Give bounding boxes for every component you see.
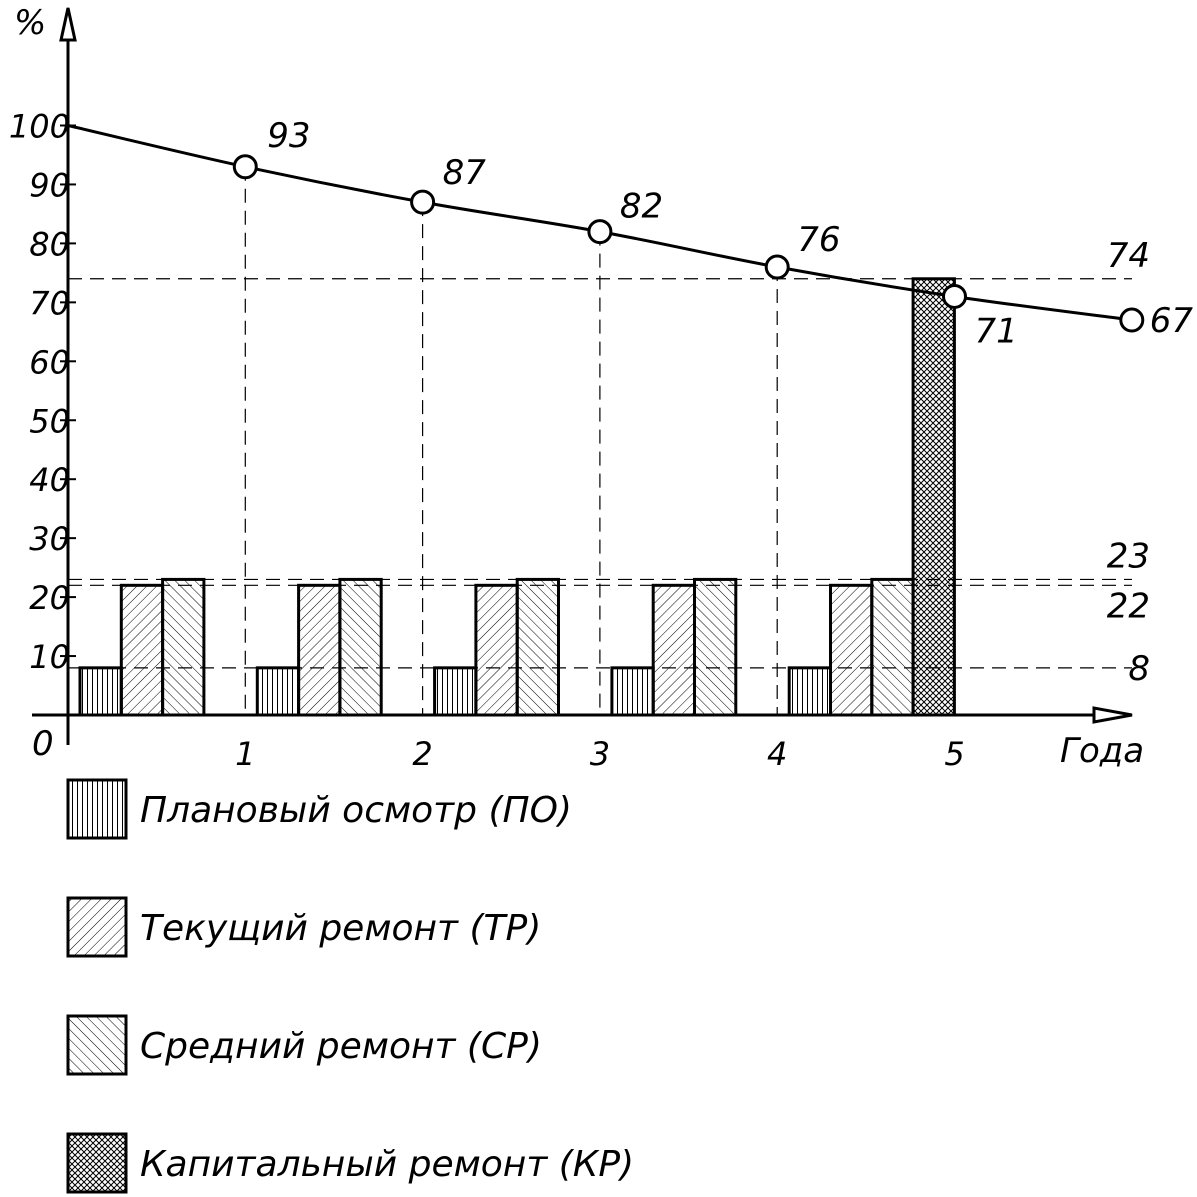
legend-label-СР: Средний ремонт (СР) xyxy=(140,1026,542,1067)
x-tick-label: 3 xyxy=(590,735,610,773)
bar-ТР xyxy=(651,583,697,717)
reference-line-label: 22 xyxy=(1107,586,1150,626)
line-point xyxy=(764,254,790,280)
bar-ТР xyxy=(119,583,165,717)
axes xyxy=(32,7,1133,745)
y-tick-label: 90 xyxy=(29,166,70,204)
bar-ПО xyxy=(787,666,833,717)
legend-label-ТР: Текущий ремонт (ТР) xyxy=(140,908,541,949)
x-tick-label: 5 xyxy=(944,735,964,773)
line-series xyxy=(67,124,1145,333)
y-tick-label: 50 xyxy=(29,402,70,440)
y-tick-label: 30 xyxy=(29,520,70,558)
y-tick-label: 10 xyxy=(29,638,70,676)
bars xyxy=(78,277,956,717)
bar-СР xyxy=(870,577,915,717)
bar-ПО xyxy=(610,666,655,717)
reference-lines xyxy=(68,166,1132,715)
legend-swatch-СР xyxy=(66,1014,128,1076)
line-point xyxy=(587,219,613,245)
point-label: 71 xyxy=(975,311,1018,351)
line-point xyxy=(942,283,967,309)
legend-swatch-ПО xyxy=(66,778,128,840)
legend-label-КР: Капитальный ремонт (КР) xyxy=(140,1144,634,1185)
y-tick-label: 40 xyxy=(29,461,70,499)
point-label: 93 xyxy=(267,116,310,156)
y-tick-label: 100 xyxy=(9,108,70,146)
line-point xyxy=(1119,307,1145,333)
bar-ТР xyxy=(297,583,342,717)
bar-ПО xyxy=(78,666,123,717)
x-tick-label: 2 xyxy=(412,735,432,773)
legend-label-ПО: Плановый осмотр (ПО) xyxy=(140,790,572,831)
bar-КР xyxy=(911,277,956,717)
origin-label: 0 xyxy=(32,724,54,764)
y-tick-label: 20 xyxy=(29,579,70,617)
bar-СР xyxy=(693,577,738,717)
bar-СР xyxy=(515,577,561,717)
bar-СР xyxy=(338,577,383,717)
y-axis-title: % xyxy=(14,3,46,43)
legend-swatch-ТР xyxy=(66,896,128,958)
point-label: 87 xyxy=(443,153,487,193)
x-tick-label: 1 xyxy=(235,735,255,773)
bar-ПО xyxy=(433,666,478,717)
reference-line-label: 74 xyxy=(1107,236,1150,276)
x-axis-title: Года xyxy=(1060,731,1144,771)
line-point xyxy=(410,189,436,215)
point-label: 82 xyxy=(620,187,663,227)
y-tick-label: 70 xyxy=(29,284,70,322)
bar-ПО xyxy=(255,666,301,717)
line-point xyxy=(232,154,258,180)
bar-ТР xyxy=(474,583,519,717)
y-axis-arrow xyxy=(59,7,77,42)
bar-СР xyxy=(161,577,206,717)
point-label: 76 xyxy=(797,220,840,260)
x-tick-label: 4 xyxy=(767,735,787,773)
legend: Плановый осмотр (ПО) Текущий ремонт (ТР) С… xyxy=(66,778,634,1194)
legend-swatch-КР xyxy=(66,1132,128,1194)
y-tick-label: 60 xyxy=(29,343,70,381)
reference-line-label: 23 xyxy=(1107,536,1150,576)
x-axis-arrow xyxy=(1092,706,1133,724)
y-tick-label: 80 xyxy=(29,225,70,263)
reference-line-label: 8 xyxy=(1128,649,1150,689)
point-label: 67 xyxy=(1150,301,1194,341)
bar-ТР xyxy=(829,583,874,717)
